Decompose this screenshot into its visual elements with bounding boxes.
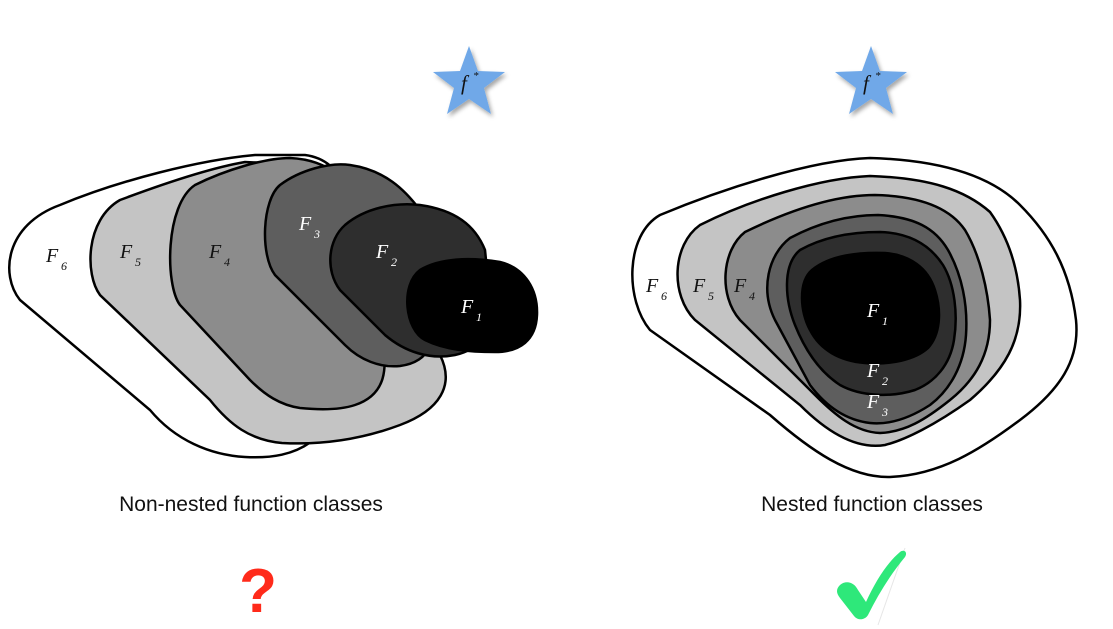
svg-text:6: 6: [61, 259, 67, 273]
svg-text:2: 2: [882, 374, 888, 388]
left-label-f1: F 1: [460, 296, 482, 324]
svg-text:F: F: [866, 300, 880, 322]
left-label-f4: F 4: [208, 241, 230, 269]
svg-text:F: F: [733, 275, 747, 297]
left-panel: f * F 6 F 5 F 4 F 3 F: [8, 46, 539, 626]
svg-text:F: F: [460, 296, 474, 318]
left-target-star-icon: f *: [433, 46, 505, 114]
right-target-label: f: [863, 71, 872, 95]
svg-text:1: 1: [882, 314, 888, 328]
right-label-f2: F 2: [866, 360, 888, 388]
svg-text:F: F: [45, 245, 59, 267]
right-panel: f * F 6 F 5 F 4 F 3 F: [631, 46, 1078, 626]
svg-text:F: F: [866, 391, 880, 413]
left-target-label: f: [461, 71, 470, 95]
svg-text:F: F: [692, 275, 706, 297]
left-label-f5: F 5: [119, 241, 141, 269]
left-target-sup: *: [473, 70, 479, 82]
checkmark-icon: [837, 547, 907, 626]
left-panel-title: Non-nested function classes: [119, 493, 383, 516]
right-label-f4: F 4: [733, 275, 755, 303]
right-label-f3: F 3: [866, 391, 888, 419]
svg-text:F: F: [119, 241, 133, 263]
svg-text:4: 4: [224, 255, 230, 269]
svg-text:1: 1: [476, 310, 482, 324]
svg-text:F: F: [208, 241, 222, 263]
left-class-f1-region: [406, 257, 539, 354]
svg-text:5: 5: [708, 289, 714, 303]
right-panel-title: Nested function classes: [761, 493, 983, 516]
svg-text:6: 6: [661, 289, 667, 303]
right-class-f1-region: [800, 251, 941, 365]
svg-text:F: F: [866, 360, 880, 382]
right-target-sup: *: [875, 70, 881, 82]
svg-text:3: 3: [881, 405, 888, 419]
svg-text:F: F: [645, 275, 659, 297]
right-target-star-icon: f *: [835, 46, 907, 114]
left-label-f2: F 2: [375, 241, 397, 269]
right-label-f5: F 5: [692, 275, 714, 303]
right-label-f1: F 1: [866, 300, 888, 328]
svg-text:2: 2: [391, 255, 397, 269]
svg-text:F: F: [298, 213, 312, 235]
right-label-f6: F 6: [645, 275, 667, 303]
svg-text:4: 4: [749, 289, 755, 303]
svg-text:5: 5: [135, 255, 141, 269]
left-label-f6: F 6: [45, 245, 67, 273]
svg-text:F: F: [375, 241, 389, 263]
svg-text:3: 3: [313, 227, 320, 241]
left-label-f3: F 3: [298, 213, 320, 241]
question-mark-icon: ?: [239, 557, 277, 626]
